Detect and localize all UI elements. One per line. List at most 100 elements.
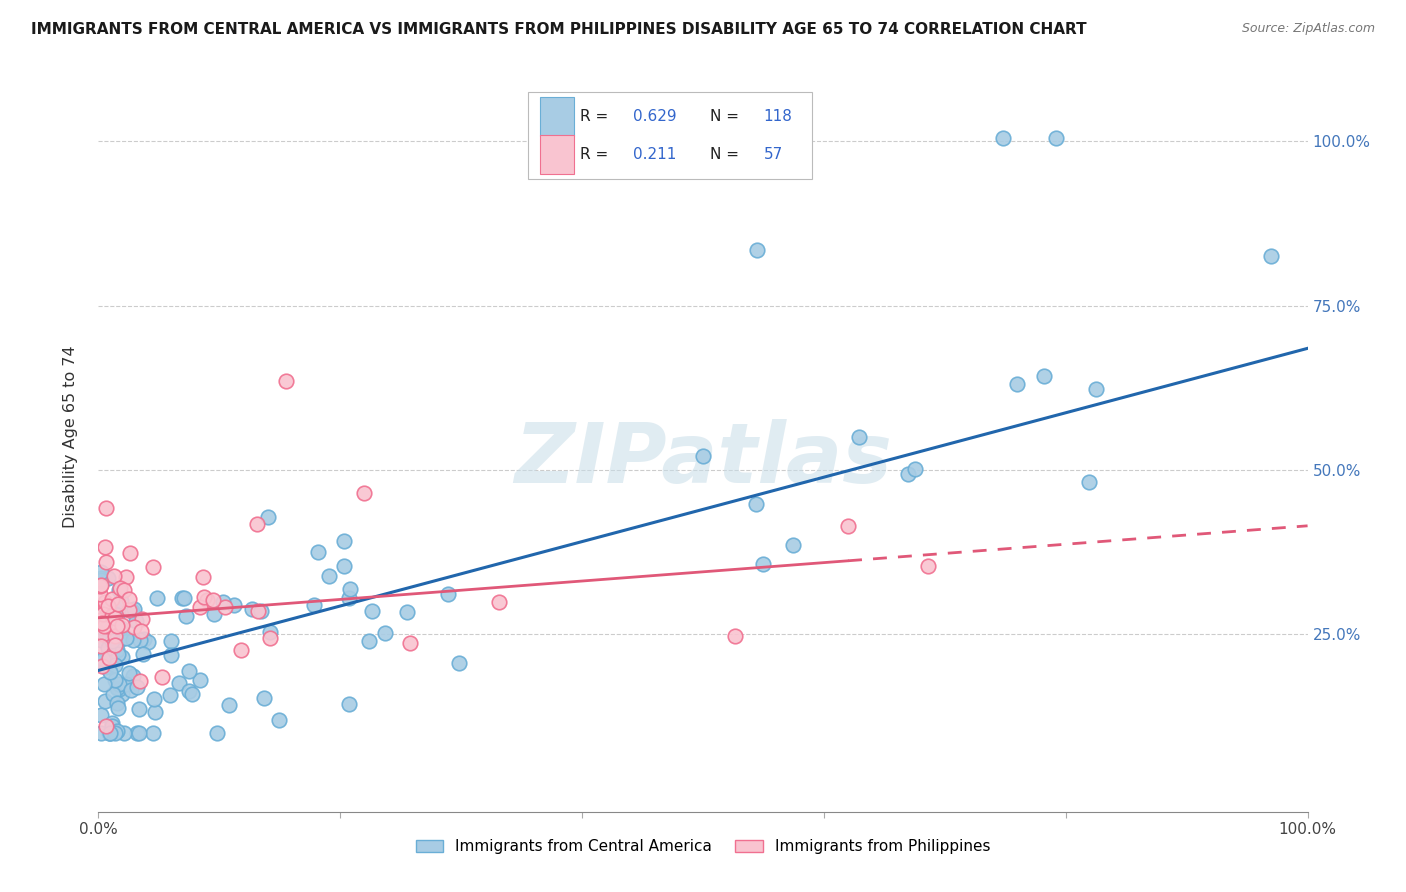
Point bbox=[307, 545, 329, 559]
Point bbox=[91, 659, 114, 673]
Point bbox=[259, 624, 281, 639]
Point bbox=[218, 698, 240, 713]
Point bbox=[94, 660, 117, 674]
Point bbox=[449, 656, 471, 670]
Text: R =: R = bbox=[579, 109, 613, 124]
Point bbox=[333, 559, 356, 574]
Point bbox=[177, 683, 200, 698]
Point bbox=[90, 632, 112, 647]
Point bbox=[193, 590, 215, 604]
Point bbox=[353, 486, 375, 500]
Point bbox=[104, 601, 127, 615]
Point bbox=[89, 613, 111, 627]
Point bbox=[97, 619, 120, 633]
Point bbox=[436, 587, 458, 601]
Point bbox=[118, 546, 141, 560]
Point bbox=[111, 650, 134, 665]
Point bbox=[337, 697, 360, 711]
Point bbox=[104, 611, 127, 625]
Point bbox=[488, 594, 510, 608]
Point bbox=[104, 638, 127, 652]
Point bbox=[214, 600, 236, 615]
Point bbox=[150, 669, 173, 683]
Point bbox=[259, 631, 281, 645]
Point bbox=[134, 632, 156, 646]
Point bbox=[1077, 475, 1099, 490]
Point bbox=[90, 708, 112, 723]
Point bbox=[90, 639, 112, 653]
Point bbox=[120, 682, 142, 697]
Point bbox=[101, 604, 124, 618]
Point bbox=[174, 609, 197, 624]
Point bbox=[159, 688, 181, 702]
Point bbox=[94, 595, 117, 609]
Point bbox=[93, 540, 115, 554]
Point bbox=[104, 658, 127, 673]
Point bbox=[96, 719, 118, 733]
Point bbox=[103, 673, 125, 688]
Point bbox=[90, 655, 112, 669]
Point bbox=[104, 726, 127, 740]
Point bbox=[114, 631, 136, 645]
Point bbox=[125, 614, 148, 628]
Point bbox=[94, 501, 117, 516]
Point bbox=[112, 726, 135, 740]
Point bbox=[118, 603, 141, 617]
Text: 0.629: 0.629 bbox=[633, 109, 676, 124]
Point bbox=[91, 607, 114, 621]
Point bbox=[1084, 382, 1107, 396]
Point bbox=[188, 673, 211, 687]
Point bbox=[105, 723, 128, 738]
Point bbox=[395, 605, 418, 619]
Point bbox=[94, 599, 117, 614]
Point bbox=[142, 560, 165, 574]
Point bbox=[143, 691, 166, 706]
Point bbox=[249, 604, 271, 618]
Point bbox=[108, 681, 131, 696]
Point bbox=[118, 665, 141, 680]
Bar bbox=[540, 135, 574, 174]
Point bbox=[188, 599, 211, 614]
Point bbox=[782, 538, 804, 552]
Point bbox=[105, 618, 128, 632]
Point bbox=[398, 636, 420, 650]
Point bbox=[101, 716, 124, 731]
Point bbox=[1005, 377, 1028, 392]
Point bbox=[89, 587, 111, 601]
Point bbox=[101, 608, 124, 623]
Point bbox=[101, 687, 124, 701]
Text: 118: 118 bbox=[763, 109, 793, 124]
Point bbox=[128, 726, 150, 740]
Point bbox=[90, 571, 112, 585]
Point bbox=[142, 726, 165, 740]
Point bbox=[332, 534, 354, 549]
Point bbox=[90, 615, 112, 630]
Point bbox=[222, 598, 245, 612]
Point bbox=[117, 592, 139, 607]
Legend: Immigrants from Central America, Immigrants from Philippines: Immigrants from Central America, Immigra… bbox=[409, 833, 997, 860]
Text: N =: N = bbox=[710, 147, 744, 162]
Point bbox=[91, 626, 114, 640]
Point bbox=[191, 570, 214, 584]
Point bbox=[90, 726, 112, 740]
Point bbox=[202, 607, 225, 621]
Point bbox=[339, 582, 361, 596]
Point bbox=[97, 725, 120, 739]
Point bbox=[374, 626, 396, 640]
Point bbox=[253, 691, 276, 706]
Point bbox=[181, 687, 204, 701]
Point bbox=[212, 595, 235, 609]
Point bbox=[124, 602, 146, 616]
Point bbox=[1033, 368, 1056, 383]
Point bbox=[108, 582, 131, 596]
Point bbox=[361, 604, 384, 618]
Point bbox=[247, 604, 270, 618]
Point bbox=[1260, 249, 1282, 263]
Point bbox=[89, 579, 111, 593]
Point bbox=[128, 702, 150, 716]
Text: R =: R = bbox=[579, 147, 613, 162]
Point bbox=[337, 591, 360, 605]
Point bbox=[107, 598, 129, 612]
Point bbox=[129, 624, 152, 638]
Point bbox=[170, 591, 193, 605]
